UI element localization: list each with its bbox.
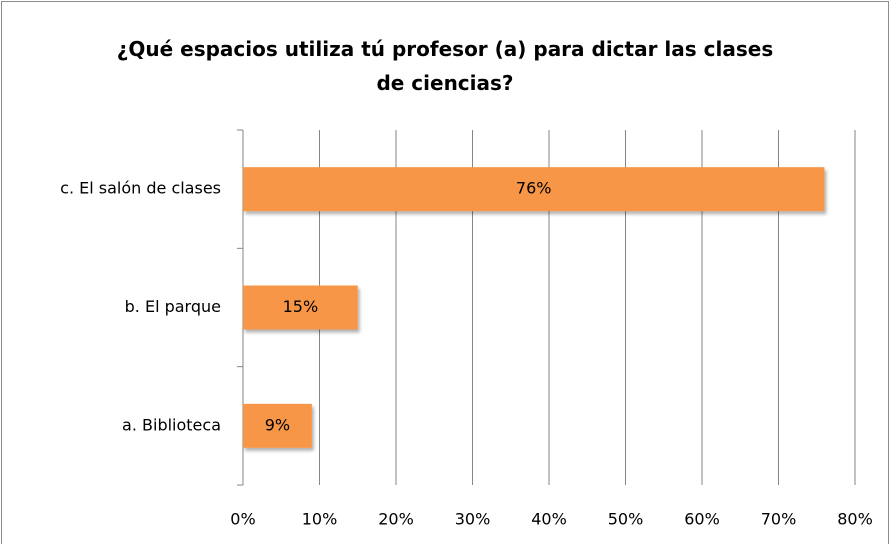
bar (243, 403, 312, 448)
x-tick-label: 30% (455, 510, 491, 529)
chart-title: ¿Qué espacios utiliza tú profesor (a) pa… (116, 37, 774, 95)
y-tick-label: c. El salón de clases (60, 179, 221, 198)
x-tick-label: 50% (608, 510, 644, 529)
y-tick-label: b. El parque (125, 297, 221, 316)
y-tick-label: a. Biblioteca (122, 415, 221, 434)
x-tick-label: 40% (531, 510, 567, 529)
x-tick-label: 10% (302, 510, 338, 529)
bar (243, 285, 358, 330)
data-label: 15% (283, 297, 319, 316)
x-tick-label: 20% (378, 510, 414, 529)
x-tick-label: 70% (761, 510, 797, 529)
data-label: 76% (516, 179, 552, 198)
data-label: 9% (265, 415, 290, 434)
x-tick-label: 60% (684, 510, 720, 529)
x-tick-label: 80% (837, 510, 873, 529)
bar (243, 167, 825, 212)
x-tick-label: 0% (230, 510, 255, 529)
